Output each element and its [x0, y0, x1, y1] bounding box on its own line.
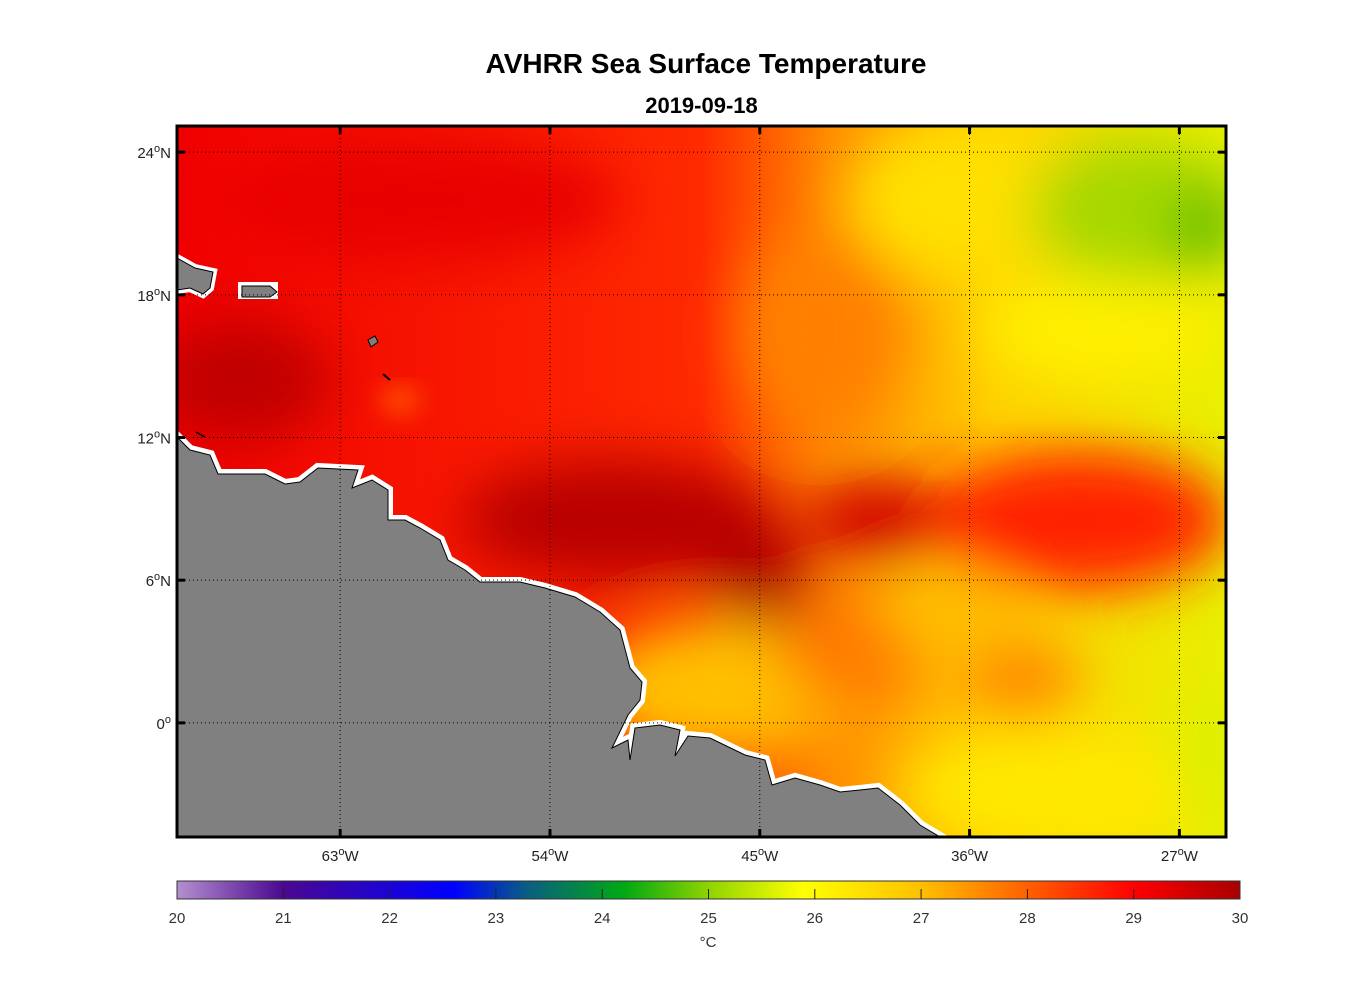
- sst-field: [177, 126, 1226, 837]
- y-tick-label: 0o: [157, 714, 171, 733]
- x-tick-label: 45oW: [741, 846, 779, 865]
- colorbar-tick-label: 20: [169, 910, 186, 927]
- colorbar-tick-label: 21: [275, 910, 292, 927]
- colorbar-tick-label: 29: [1125, 910, 1142, 927]
- y-tick-label: 18oN: [137, 286, 171, 305]
- map-frame: [175, 124, 1228, 839]
- colorbar-tick-label: 23: [488, 910, 505, 927]
- colorbar-tick-label: 26: [806, 910, 823, 927]
- y-tick-label: 24oN: [137, 143, 171, 162]
- chart-title: AVHRR Sea Surface Temperature: [485, 48, 927, 79]
- x-tick-label: 27oW: [1161, 846, 1199, 865]
- colorbar: 20 21 22 23 24 25 26 27 28 29 30 °C: [169, 880, 1249, 951]
- x-tick-label: 36oW: [951, 846, 989, 865]
- y-tick-label: 12oN: [137, 429, 171, 448]
- y-tick-label: 6oN: [146, 571, 171, 590]
- colorbar-tick-label: 30: [1232, 910, 1249, 927]
- colorbar-unit-label: °C: [700, 934, 717, 951]
- axis-ticks: 63oW 54oW 45oW 36oW 27oW 24oN 18oN 12oN 6oN 0o: [137, 126, 1226, 865]
- chart-subtitle: 2019-09-18: [645, 93, 758, 118]
- colorbar-tick-label: 24: [594, 910, 611, 927]
- colorbar-tick-label: 27: [913, 910, 930, 927]
- graticule: [177, 126, 1226, 837]
- x-tick-label: 63oW: [322, 846, 360, 865]
- x-tick-label: 54oW: [531, 846, 569, 865]
- colorbar-tick-label: 28: [1019, 910, 1036, 927]
- colorbar-tick-label: 22: [381, 910, 398, 927]
- land: [177, 253, 950, 837]
- colorbar-tick-label: 25: [700, 910, 717, 927]
